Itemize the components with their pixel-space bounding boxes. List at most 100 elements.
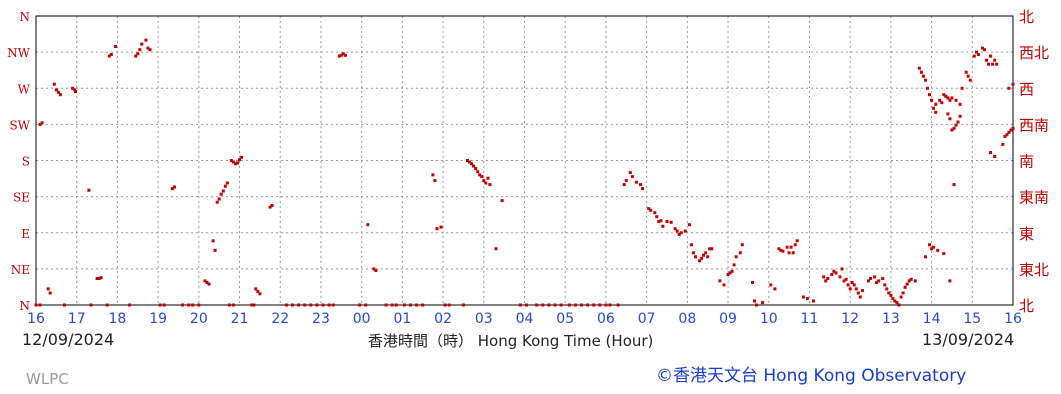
- data-point: [860, 289, 864, 293]
- data-point: [447, 303, 451, 307]
- data-point: [586, 303, 590, 307]
- data-point: [641, 187, 645, 191]
- data-point: [472, 164, 476, 168]
- y-tick-label-right: 南: [1019, 153, 1034, 171]
- data-point: [364, 303, 368, 307]
- data-point: [476, 170, 480, 174]
- x-tick-label: 08: [678, 311, 696, 327]
- data-point: [1011, 126, 1015, 130]
- data-point: [740, 243, 744, 247]
- x-tick-label: 11: [801, 311, 819, 327]
- data-point: [227, 303, 231, 307]
- data-point: [830, 273, 834, 276]
- data-point: [478, 173, 482, 177]
- data-point: [924, 78, 927, 82]
- data-point: [541, 303, 545, 307]
- x-tick-label: 03: [475, 311, 493, 327]
- data-point: [270, 204, 274, 207]
- data-point: [99, 276, 103, 280]
- data-point: [985, 58, 988, 62]
- data-point: [433, 179, 437, 183]
- data-point: [687, 223, 691, 227]
- data-point: [822, 275, 826, 279]
- data-point: [258, 292, 262, 296]
- data-point: [630, 175, 634, 179]
- data-point: [162, 303, 166, 307]
- x-axis-label: 香港時間（時） Hong Kong Time (Hour): [368, 332, 654, 350]
- data-point: [926, 86, 929, 90]
- x-tick-label: 17: [68, 311, 86, 327]
- data-point: [374, 269, 378, 272]
- data-point: [934, 110, 938, 114]
- y-tick-label-left: N: [20, 10, 31, 24]
- data-point: [215, 200, 219, 204]
- data-point: [930, 98, 934, 102]
- data-point: [838, 275, 842, 279]
- data-point: [146, 46, 150, 50]
- data-point: [940, 101, 944, 105]
- data-point: [238, 158, 241, 162]
- data-point: [960, 86, 964, 90]
- data-point: [181, 303, 184, 307]
- plot-border: [35, 15, 1014, 306]
- data-point: [1011, 82, 1015, 86]
- data-point: [948, 117, 952, 121]
- data-point: [901, 291, 905, 295]
- data-point: [138, 48, 142, 52]
- data-point: [321, 303, 325, 307]
- grid-lines: [36, 16, 1013, 305]
- data-point: [71, 86, 75, 90]
- credit-text: ©香港天文台 Hong Kong Observatory: [656, 366, 967, 386]
- data-point: [751, 281, 754, 284]
- data-point: [223, 184, 227, 188]
- data-point: [109, 53, 113, 56]
- data-point: [466, 159, 469, 162]
- data-point: [197, 303, 201, 307]
- data-point: [942, 252, 946, 256]
- data-point: [993, 155, 997, 158]
- data-point: [732, 263, 736, 267]
- data-point: [394, 303, 398, 307]
- data-point: [881, 277, 885, 280]
- data-points: [34, 38, 1015, 307]
- data-point: [219, 192, 223, 196]
- y-tick-label-left: W: [18, 82, 31, 96]
- data-point: [734, 255, 738, 259]
- data-point: [689, 243, 693, 247]
- data-point: [435, 227, 439, 231]
- x-tick-label: 13: [882, 311, 900, 327]
- data-point: [1003, 134, 1007, 138]
- data-point: [944, 94, 948, 98]
- data-point: [187, 303, 191, 307]
- data-point: [877, 279, 881, 283]
- data-point: [54, 88, 58, 92]
- data-point: [439, 225, 443, 229]
- data-point: [341, 52, 345, 56]
- data-point: [488, 183, 492, 187]
- data-point: [1001, 142, 1005, 146]
- data-point: [691, 251, 695, 255]
- data-point: [968, 78, 972, 82]
- data-point: [665, 220, 669, 223]
- data-point: [964, 70, 968, 74]
- data-point: [787, 251, 791, 255]
- end-date: 13/09/2024: [922, 330, 1015, 349]
- data-point: [221, 189, 225, 193]
- data-point: [655, 215, 659, 219]
- data-point: [924, 255, 927, 259]
- data-point: [653, 211, 657, 215]
- data-point: [628, 171, 632, 174]
- data-point: [913, 279, 917, 283]
- data-point: [946, 112, 950, 116]
- data-point: [622, 183, 626, 187]
- data-point: [1007, 86, 1011, 90]
- data-point: [873, 275, 877, 279]
- data-point: [518, 303, 522, 307]
- data-point: [824, 279, 828, 283]
- data-point: [983, 48, 986, 52]
- data-point: [942, 93, 946, 97]
- data-point: [624, 179, 628, 183]
- data-point: [938, 98, 942, 102]
